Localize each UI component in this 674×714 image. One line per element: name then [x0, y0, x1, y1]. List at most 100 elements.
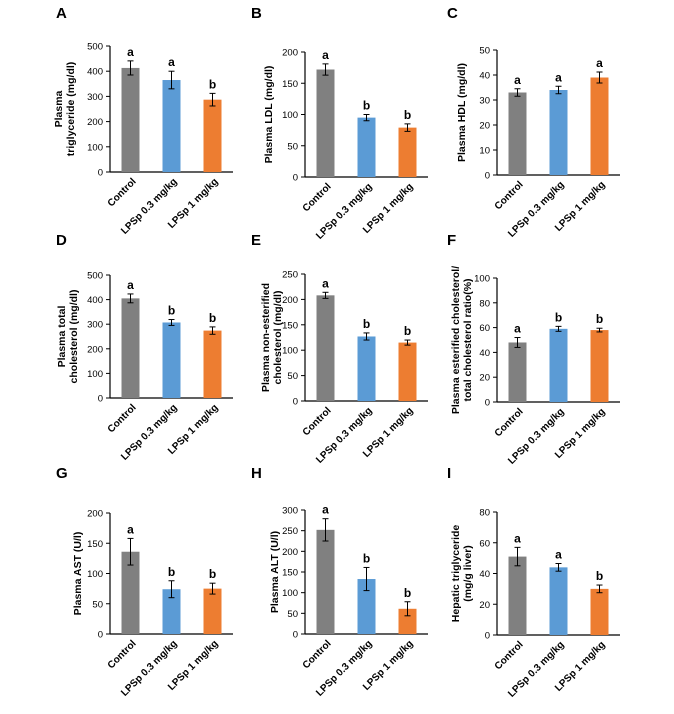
y-axis-label-line: Plasma — [53, 90, 65, 127]
y-tick-label: 400 — [87, 67, 103, 78]
y-tick-label: 150 — [87, 539, 103, 550]
significance-letter: b — [404, 586, 411, 600]
panel-letter: A — [56, 5, 67, 22]
significance-letter: a — [322, 503, 329, 517]
category-label: Control — [106, 402, 139, 435]
significance-letter: a — [514, 531, 521, 545]
significance-letter: a — [127, 522, 134, 536]
y-tick-label: 200 — [282, 295, 298, 306]
y-axis-label-line: Plasma LDL (mg/dl) — [263, 66, 275, 164]
y-axis-label: Plasma non-esterifiedcholesterol (mg/dl) — [260, 283, 284, 392]
significance-letter: b — [363, 317, 370, 331]
y-tick-label: 60 — [479, 538, 490, 549]
significance-letter: b — [209, 77, 216, 91]
bar — [590, 588, 609, 635]
bar — [203, 330, 222, 398]
y-tick-label: 0 — [98, 168, 103, 179]
chart-panel-e: E 0 50 100 150 200 250 Plasma non-esterifiedcho… — [251, 232, 428, 466]
y-tick-label: 100 — [474, 274, 490, 285]
y-axis-label-line: total cholesterol ratio(%) — [462, 278, 474, 401]
y-tick-label: 500 — [87, 42, 103, 53]
y-axis-label: Plasma AST (U/l) — [72, 532, 84, 616]
significance-letter: a — [127, 278, 134, 292]
category-label: Control — [301, 405, 334, 438]
significance-letter: b — [209, 567, 216, 581]
y-tick-label: 0 — [293, 630, 298, 641]
y-tick-label: 300 — [87, 92, 103, 103]
bar — [549, 90, 568, 175]
significance-letter: b — [596, 569, 603, 583]
y-tick-label: 200 — [87, 344, 103, 355]
significance-letter: b — [168, 565, 175, 579]
category-label: Control — [493, 179, 526, 212]
bar — [398, 342, 417, 401]
y-tick-label: 500 — [87, 271, 103, 282]
category-label: Control — [301, 638, 334, 671]
category-label: Control — [301, 181, 334, 214]
y-tick-label: 30 — [479, 96, 490, 107]
significance-letter: b — [363, 551, 370, 565]
y-tick-label: 40 — [479, 569, 490, 580]
bar — [508, 92, 527, 175]
y-tick-label: 0 — [485, 631, 490, 642]
y-axis-label-line: Plasma non-esterified — [260, 283, 272, 392]
significance-letter: a — [127, 45, 134, 59]
y-axis-label: Plasma LDL (mg/dl) — [263, 66, 275, 164]
y-tick-label: 50 — [287, 371, 298, 382]
significance-letter: b — [168, 304, 175, 318]
bar — [549, 567, 568, 635]
bar — [508, 342, 527, 402]
panel-letter: B — [251, 5, 262, 22]
y-tick-label: 150 — [282, 568, 298, 579]
y-tick-label: 0 — [293, 397, 298, 408]
panel-letter: E — [251, 232, 261, 249]
y-axis-label-line: cholesterol (mg/dl) — [68, 290, 80, 384]
chart-panel-a: A 0 100 200 300 400 500 Plasmatriglyceride (mg/… — [53, 5, 233, 237]
y-tick-label: 200 — [282, 547, 298, 558]
bar — [590, 330, 609, 402]
y-tick-label: 20 — [479, 600, 490, 611]
bar — [508, 556, 527, 635]
bar — [398, 608, 417, 634]
bar — [398, 127, 417, 177]
y-tick-label: 150 — [282, 320, 298, 331]
y-axis-label-line: triglyceride (mg/dl) — [65, 62, 77, 157]
panel-letter: F — [447, 232, 456, 249]
y-tick-label: 200 — [87, 117, 103, 128]
bar — [357, 117, 376, 177]
significance-letter: b — [596, 312, 603, 326]
y-tick-label: 250 — [282, 270, 298, 281]
y-tick-label: 150 — [282, 79, 298, 90]
y-axis-label-line: Plasma ALT (U/l) — [269, 531, 281, 613]
y-tick-label: 0 — [293, 173, 298, 184]
y-tick-label: 100 — [282, 346, 298, 357]
bar — [121, 67, 140, 172]
bar — [162, 322, 181, 398]
y-tick-label: 100 — [87, 369, 103, 380]
panel-letter: C — [447, 5, 458, 22]
y-axis-label: Plasmatriglyceride (mg/dl) — [53, 62, 77, 157]
y-tick-label: 250 — [282, 526, 298, 537]
category-label: Control — [106, 176, 139, 209]
y-tick-label: 0 — [98, 394, 103, 405]
y-tick-label: 50 — [92, 599, 103, 610]
bar — [549, 328, 568, 402]
bar — [162, 589, 181, 634]
y-tick-label: 60 — [479, 323, 490, 334]
bar — [203, 99, 222, 172]
significance-letter: a — [596, 56, 603, 70]
y-tick-label: 100 — [87, 569, 103, 580]
y-tick-label: 40 — [479, 348, 490, 359]
significance-letter: b — [404, 108, 411, 122]
significance-letter: b — [209, 311, 216, 325]
chart-panel-b: B 0 50 100 150 200 Plasma LDL (mg/dl) a Control b… — [251, 5, 428, 242]
y-tick-label: 100 — [87, 142, 103, 153]
bar — [316, 295, 335, 401]
y-axis-label: Plasma ALT (U/l) — [269, 531, 281, 613]
y-tick-label: 100 — [282, 110, 298, 121]
bar — [162, 80, 181, 172]
y-axis-label: Plasma esterified cholesterol/total chol… — [450, 266, 474, 414]
